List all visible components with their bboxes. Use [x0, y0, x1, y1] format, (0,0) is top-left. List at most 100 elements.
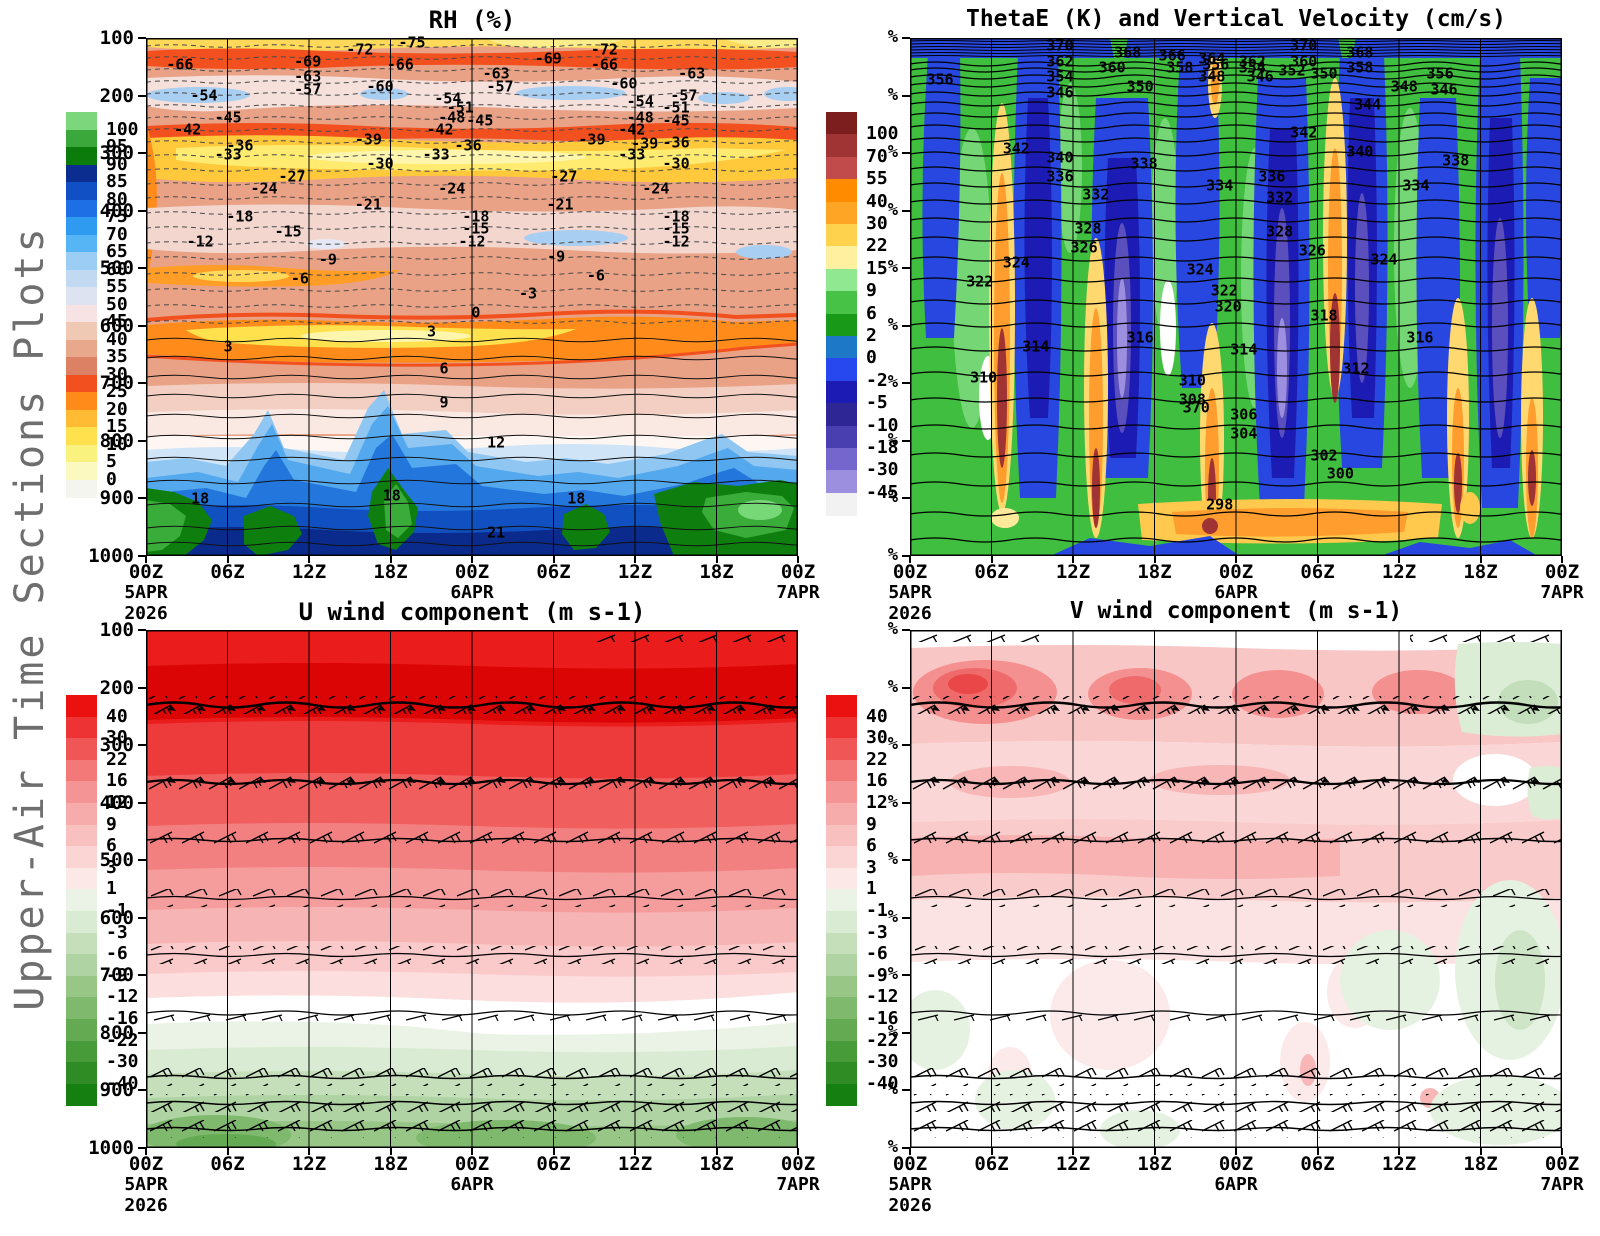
x-tick-label: 00Z — [780, 1153, 816, 1175]
colorbar-swatch — [66, 932, 97, 955]
colorbar-label: -12 — [106, 986, 139, 1008]
contour-label: -18 — [662, 207, 690, 226]
contour-label: -12 — [458, 232, 486, 251]
x-tick-label: 12Z — [291, 561, 327, 583]
contour-label: 3 — [223, 337, 233, 356]
y-tick-label: 900 — [99, 487, 134, 510]
colorbar-swatch — [826, 781, 857, 804]
contour-line — [910, 299, 1562, 305]
contour-label: -51 — [446, 98, 474, 117]
colorbar-label: 65 — [106, 241, 128, 262]
contour-label: 370 — [1046, 36, 1074, 55]
contour-label: 322 — [966, 272, 994, 291]
x-tick-mark — [145, 556, 147, 563]
colorbar-swatch — [66, 339, 97, 358]
colorbar-label: -40 — [866, 1072, 899, 1094]
colorbar-label: 12 — [106, 792, 128, 813]
contour-label: -69 — [294, 52, 322, 71]
y-tick-label: 1000 — [88, 1137, 134, 1159]
y-tick-mark — [138, 497, 146, 500]
y-tick-label: % — [887, 314, 898, 335]
colorbar-swatch — [826, 470, 857, 494]
colorbar-label: 3 — [106, 856, 117, 878]
panel-plot-v — [910, 630, 1562, 1148]
y-tick-mark — [138, 94, 146, 97]
y-tick-label: % — [887, 429, 898, 450]
colorbar-label: -16 — [866, 1008, 899, 1029]
contour-label: -6 — [586, 266, 605, 285]
x-tick-mark — [1316, 556, 1319, 563]
contour-line — [910, 40, 1562, 42]
x-date-label: 7APR — [776, 1174, 820, 1195]
contour-label: -27 — [550, 167, 578, 186]
contour-label: 334 — [1402, 176, 1430, 195]
colorbar-label: 40 — [106, 705, 128, 727]
y-tick-label: % — [887, 487, 898, 508]
colorbar-swatch — [826, 358, 857, 382]
x-tick-mark — [909, 556, 911, 563]
contour-label: -63 — [678, 64, 706, 83]
contour-line — [146, 502, 798, 508]
contour-line — [910, 236, 1562, 242]
colorbar-swatch — [66, 444, 97, 463]
x-tick-label: 06Z — [974, 1153, 1009, 1175]
y-tick-mark — [902, 801, 910, 804]
x-tick-label: 12Z — [1055, 561, 1091, 583]
y-tick-mark — [138, 859, 146, 862]
contour-label: -15 — [462, 219, 490, 238]
colorbar-label: -2 — [866, 369, 888, 391]
contour-label: 346 — [1430, 80, 1458, 99]
x-tick-mark — [308, 1148, 310, 1155]
contour-label: -36 — [226, 136, 254, 155]
x-date-label: 2026 — [124, 1195, 168, 1216]
contour-label: 12 — [487, 433, 506, 452]
contour-label: 354 — [1046, 67, 1074, 86]
contour-line — [146, 288, 798, 292]
contour-line — [146, 241, 798, 245]
contour-line — [146, 140, 798, 144]
x-tick-label: 18Z — [373, 1153, 408, 1175]
colorbar-swatch — [66, 304, 97, 323]
x-tick-mark — [1316, 1148, 1319, 1155]
colorbar-label: 35 — [106, 346, 128, 367]
colorbar-swatch — [66, 374, 97, 393]
contour-label: -33 — [214, 145, 242, 164]
panel-title-rh: RH (%) — [428, 6, 516, 34]
colorbar-swatch — [826, 1019, 857, 1042]
contour-label: 324 — [1002, 253, 1030, 272]
colorbar-label: -45 — [866, 481, 899, 503]
contour-label: 310 — [970, 368, 998, 387]
y-tick-mark — [902, 1089, 910, 1092]
colorbar-swatch — [66, 147, 97, 165]
contour-label: 18 — [191, 489, 210, 508]
x-tick-label: 00Z — [454, 1153, 490, 1175]
colorbar-label: 9 — [866, 813, 877, 835]
colorbar-label: -30 — [106, 1051, 139, 1073]
colorbar-label: -30 — [866, 1051, 899, 1073]
colorbar-label: 22 — [866, 748, 888, 770]
y-tick-label: % — [887, 1079, 898, 1100]
contour-label: 308 — [1178, 390, 1206, 409]
y-tick-mark — [138, 686, 146, 689]
contour-label: -30 — [366, 154, 394, 173]
x-date-label: 5APR — [888, 1174, 932, 1195]
x-date-label: 5APR — [124, 582, 168, 603]
contour-label: -24 — [642, 179, 670, 198]
colorbar-label: -6 — [106, 943, 128, 965]
y-tick-mark — [902, 152, 910, 155]
contour-line — [910, 424, 1562, 430]
colorbar-swatch — [826, 695, 857, 718]
x-tick-mark — [1235, 1148, 1237, 1155]
colorbar-label: 25 — [106, 381, 128, 402]
colorbar-swatch — [66, 217, 97, 235]
y-tick-label: 500 — [99, 257, 134, 280]
x-tick-label: 18Z — [373, 561, 408, 583]
x-tick-label: 12Z — [1381, 1153, 1417, 1175]
contour-line — [910, 82, 1562, 88]
y-tick-mark — [138, 37, 146, 39]
y-tick-mark — [902, 324, 910, 327]
contour-label: -36 — [662, 133, 690, 152]
y-tick-label: 900 — [99, 1079, 134, 1102]
contour-line — [910, 49, 1562, 51]
colorbar-swatch — [66, 357, 97, 375]
